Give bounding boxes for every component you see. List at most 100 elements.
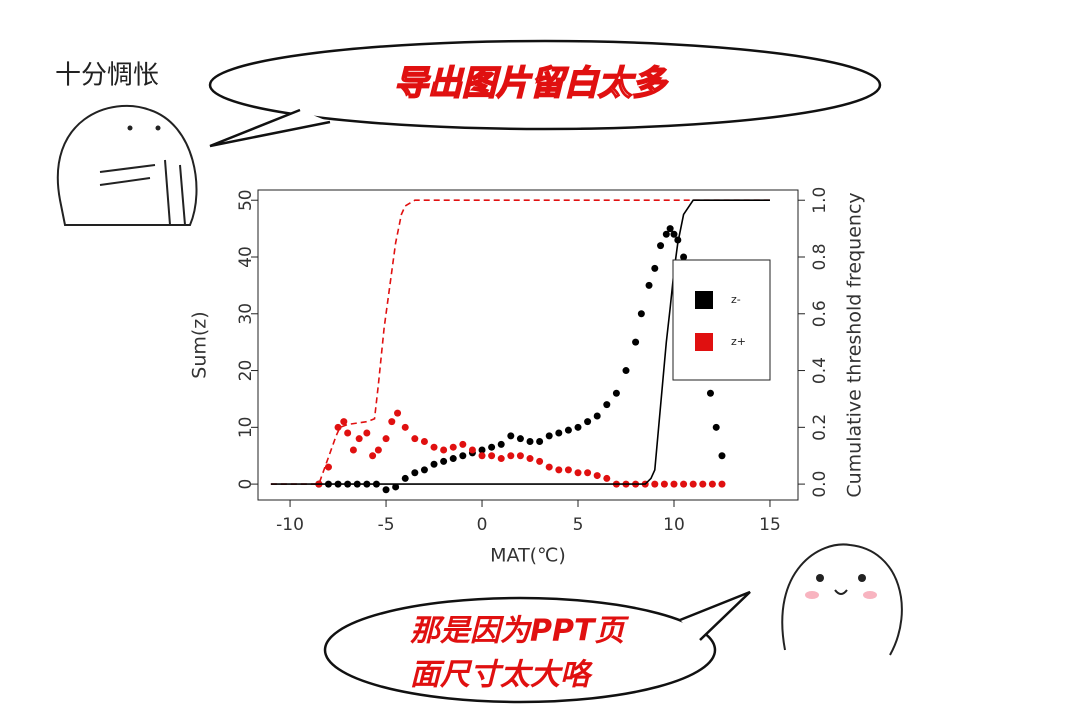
data-point — [536, 457, 544, 465]
data-point — [382, 435, 390, 443]
data-point — [340, 418, 348, 426]
cartoon-detail — [99, 159, 186, 226]
x-tick-label: -5 — [378, 515, 395, 535]
cartoon-eye — [155, 125, 161, 131]
data-point — [420, 438, 428, 446]
data-point — [374, 446, 382, 454]
legend-label: z+ — [731, 335, 746, 348]
data-point — [680, 480, 688, 488]
cartoon — [56, 105, 198, 226]
data-point — [593, 412, 601, 420]
data-point — [478, 446, 486, 454]
data-point — [670, 480, 678, 488]
data-point — [488, 443, 496, 451]
data-point — [545, 432, 553, 440]
cartoon-blush — [863, 591, 877, 599]
data-point — [488, 452, 496, 460]
data-point — [564, 466, 572, 474]
data-point — [392, 483, 400, 491]
data-point — [459, 452, 467, 460]
data-point — [564, 426, 572, 434]
data-point — [369, 452, 377, 460]
x-tick-label: 10 — [663, 515, 685, 535]
data-point — [651, 480, 659, 488]
data-point — [449, 443, 457, 451]
speech-bubble — [323, 596, 717, 704]
data-point — [666, 225, 674, 233]
data-point — [526, 438, 534, 446]
cumulative-line — [270, 199, 770, 485]
cartoon-mouth — [834, 589, 848, 595]
data-point — [507, 452, 515, 460]
data-point — [712, 423, 720, 431]
data-point — [545, 463, 553, 471]
cartoon — [781, 543, 903, 656]
data-point — [430, 460, 438, 468]
data-point — [680, 253, 688, 261]
data-point — [708, 480, 716, 488]
data-point — [536, 438, 544, 446]
x-tick-label: 0 — [477, 515, 488, 535]
data-point — [497, 455, 505, 463]
data-point — [440, 446, 448, 454]
data-point — [670, 230, 678, 238]
data-point — [388, 418, 396, 426]
data-point — [651, 264, 659, 272]
data-point — [718, 480, 726, 488]
data-point — [574, 423, 582, 431]
y-tick-label: 10 — [236, 417, 256, 439]
y2-tick-label: 0.0 — [810, 471, 830, 498]
data-point — [689, 480, 697, 488]
data-point — [478, 452, 486, 460]
data-point — [662, 230, 670, 238]
data-point — [401, 423, 409, 431]
data-point — [401, 474, 409, 482]
data-point — [603, 474, 611, 482]
data-point — [516, 452, 524, 460]
data-point — [411, 435, 419, 443]
y-tick-label: 50 — [236, 189, 256, 211]
legend-label: z- — [731, 293, 741, 306]
x-axis-label: MAT(℃) — [490, 545, 566, 567]
legend-box — [672, 259, 771, 381]
data-point — [382, 486, 390, 494]
data-point — [574, 469, 582, 477]
data-point — [584, 469, 592, 477]
data-point — [555, 429, 563, 437]
plot-frame — [257, 189, 799, 501]
x-tick-label: 5 — [573, 515, 584, 535]
data-point — [657, 242, 665, 250]
data-point — [344, 429, 352, 437]
y2-tick-label: 0.2 — [810, 414, 830, 441]
y2-tick-label: 0.6 — [810, 300, 830, 327]
cartoon-blush — [805, 591, 819, 599]
data-point — [555, 466, 563, 474]
data-point — [526, 455, 534, 463]
data-point — [468, 446, 476, 454]
x-tick-label: 15 — [759, 515, 781, 535]
caption: 十分惆怅 — [55, 61, 159, 91]
data-point — [411, 469, 419, 477]
data-point — [699, 480, 707, 488]
data-point — [622, 367, 630, 375]
data-point — [459, 440, 467, 448]
data-point — [645, 281, 653, 289]
data-point — [660, 480, 668, 488]
bubble-tail — [679, 590, 751, 641]
data-point — [584, 418, 592, 426]
data-point — [507, 432, 515, 440]
y-axis-label: Sum(z) — [189, 311, 211, 378]
data-point — [632, 338, 640, 346]
data-point — [449, 455, 457, 463]
bubble-tail — [209, 108, 331, 148]
data-point — [334, 423, 342, 431]
caption: 那是因为PPT页 — [410, 614, 629, 649]
legend-swatch — [695, 333, 713, 351]
data-point — [718, 452, 726, 460]
speech-bubble — [208, 39, 882, 131]
cartoon-eye — [816, 574, 824, 582]
data-point — [516, 435, 524, 443]
data-point — [355, 435, 363, 443]
caption: 面尺寸太大咯 — [410, 658, 593, 693]
